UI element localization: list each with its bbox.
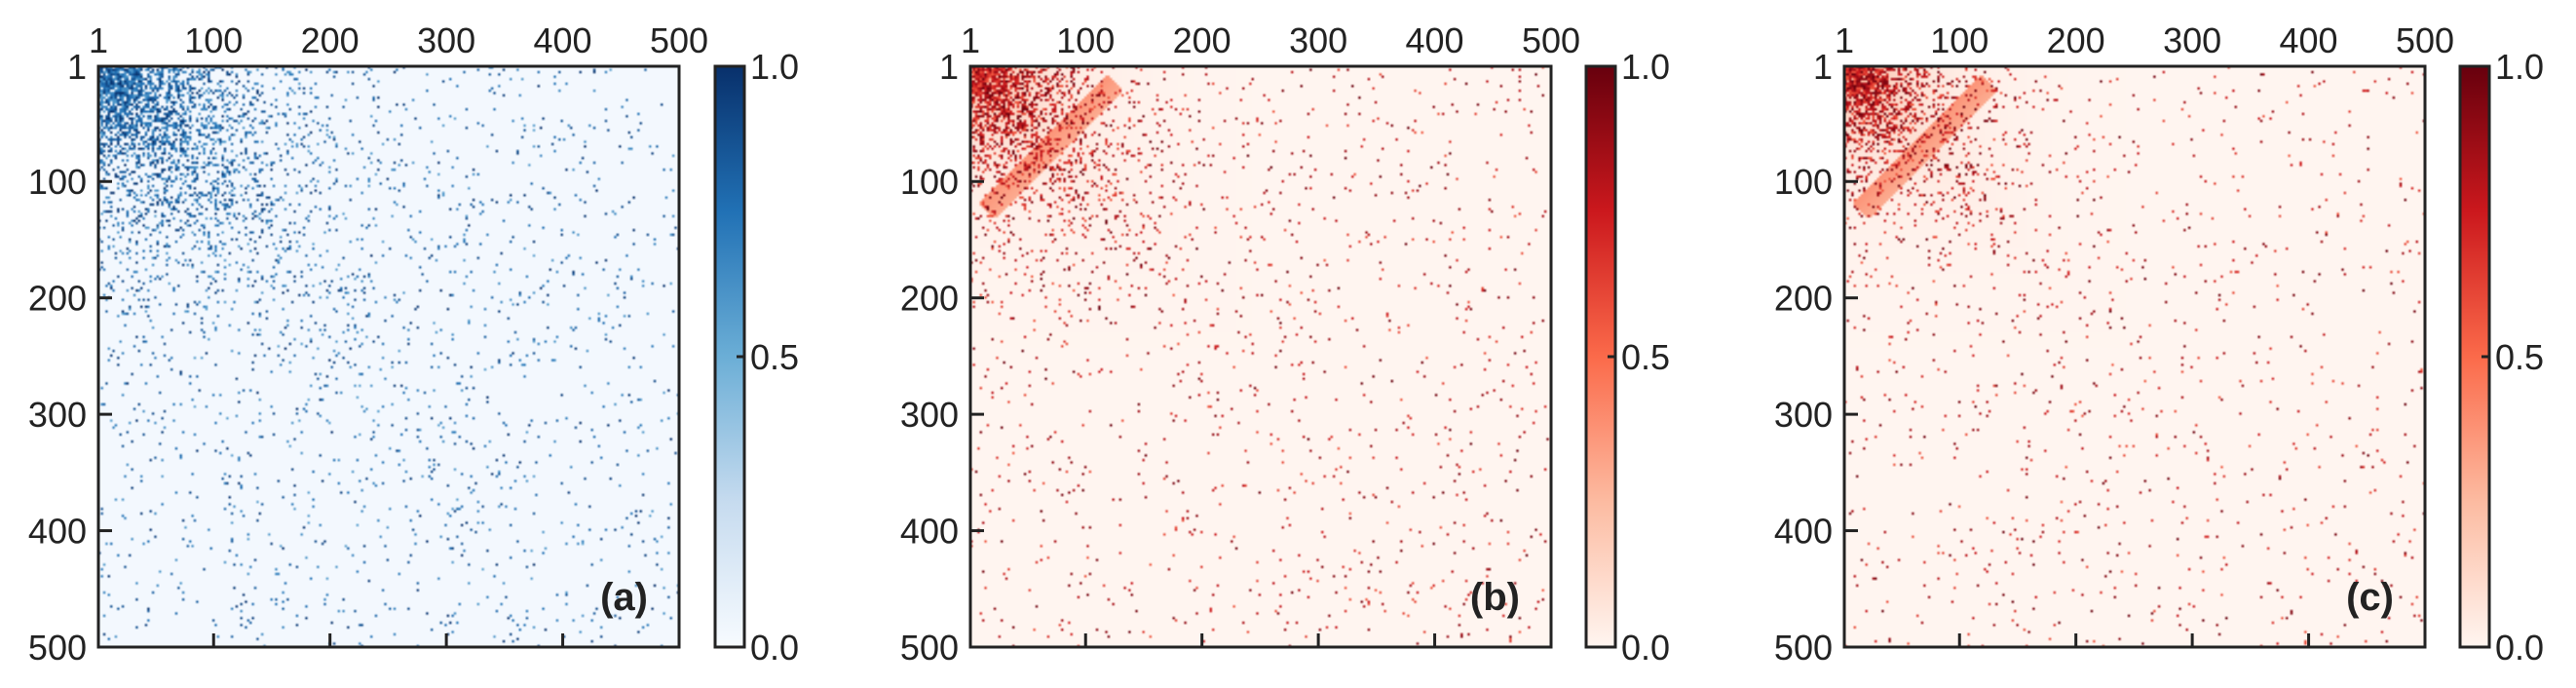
colorbar-tick-label: 1.0 (1621, 47, 1670, 87)
x-tick-label: 500 (2396, 20, 2454, 60)
y-tick-label: 300 (900, 395, 959, 435)
y-tick-label: 500 (900, 628, 959, 668)
y-tick-label: 200 (1774, 279, 1833, 319)
x-tick-label: 1 (89, 20, 108, 60)
panel-label: (b) (1470, 576, 1520, 619)
x-tick-label: 400 (534, 20, 592, 60)
y-tick-label: 300 (1774, 395, 1833, 435)
y-tick-label: 1 (939, 47, 959, 87)
y-tick-label: 1 (67, 47, 87, 87)
y-tick-label: 100 (900, 162, 959, 202)
heatmap-cells (970, 66, 1551, 647)
y-tick-label: 1 (1813, 47, 1833, 87)
x-tick-label: 300 (1289, 20, 1347, 60)
x-tick-label: 100 (1930, 20, 1989, 60)
y-tick-label: 400 (28, 512, 87, 552)
x-tick-label: 1 (961, 20, 980, 60)
colorbar-tick-label: 0.0 (750, 628, 799, 668)
x-tick-label: 200 (1173, 20, 1231, 60)
heatmap-panel-1: 1 100 200 300 400 500 1 100 200 300 400 500 (a) 0.0 0.… (28, 20, 799, 668)
x-tick-label: 500 (1522, 20, 1580, 60)
colorbar-tick-label: 1.0 (750, 47, 799, 87)
x-tick-label: 500 (650, 20, 708, 60)
colorbar-tick-label: 0.0 (1621, 628, 1670, 668)
x-tick-label: 200 (301, 20, 360, 60)
panel-label: (c) (2346, 576, 2394, 619)
x-tick-label: 1 (1835, 20, 1854, 60)
x-tick-label: 300 (417, 20, 475, 60)
x-tick-label: 400 (2280, 20, 2338, 60)
y-tick-label: 500 (28, 628, 87, 668)
panel-label: (a) (600, 576, 648, 619)
y-tick-label: 100 (1774, 162, 1833, 202)
heatmap-cells (1844, 66, 2425, 647)
y-tick-label: 100 (28, 162, 87, 202)
colorbar-tick-label: 0.5 (750, 337, 799, 377)
x-tick-label: 400 (1406, 20, 1464, 60)
y-tick-label: 300 (28, 395, 87, 435)
y-tick-label: 200 (28, 279, 87, 319)
x-tick-label: 300 (2163, 20, 2221, 60)
plot-frame (1842, 64, 2427, 649)
y-tick-label: 200 (900, 279, 959, 319)
y-tick-label: 400 (1774, 512, 1833, 552)
y-tick-label: 500 (1774, 628, 1833, 668)
x-tick-label: 100 (184, 20, 243, 60)
colorbar-tick-label: 1.0 (2495, 47, 2544, 87)
heatmap-panel-3: 1 100 200 300 400 500 1 100 200 300 400 500 (c) 0.0 0.… (1774, 20, 2544, 668)
plot-frame (968, 64, 1553, 649)
plot-frame (96, 64, 681, 649)
y-tick-label: 400 (900, 512, 959, 552)
x-tick-label: 200 (2047, 20, 2105, 60)
x-tick-label: 100 (1056, 20, 1115, 60)
colorbar-tick-label: 0.0 (2495, 628, 2544, 668)
heatmap-cells (98, 66, 679, 647)
heatmap-panel-2: 1 100 200 300 400 500 1 100 200 300 400 500 (b) 0.0 0.… (900, 20, 1670, 668)
colorbar-tick-label: 0.5 (2495, 337, 2544, 377)
colorbar-tick-label: 0.5 (1621, 337, 1670, 377)
